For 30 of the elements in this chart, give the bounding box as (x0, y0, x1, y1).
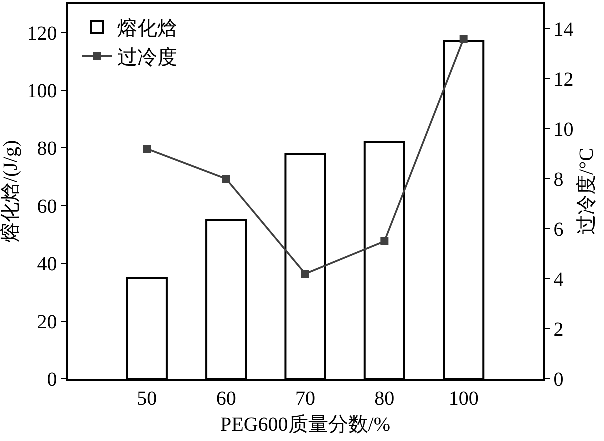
y-tick-label: 120 (27, 22, 58, 45)
x-tick-label: 50 (137, 388, 158, 410)
point (222, 175, 230, 183)
y2-axis-title: 过冷度/°C (576, 148, 598, 235)
y-axis-title: 熔化焓/(J/g) (0, 140, 22, 243)
y2-tick-label: 4 (554, 269, 564, 291)
y-tick-label: 0 (47, 369, 58, 391)
legend-label: 过冷度 (118, 47, 178, 70)
x-tick-label: 80 (374, 388, 395, 410)
x-tick-label: 100 (448, 388, 479, 410)
y-tick-label: 100 (27, 80, 58, 103)
y2-tick-label: 8 (554, 169, 564, 191)
y-tick-label: 60 (37, 196, 58, 218)
y2-tick-label: 2 (554, 319, 564, 341)
y-tick-label: 20 (37, 311, 58, 334)
x-axis-title: PEG600质量分数/% (220, 414, 390, 436)
point (143, 145, 152, 153)
y2-tick-label: 6 (554, 219, 564, 241)
y-tick-label: 80 (37, 138, 58, 160)
y2-tick-label: 12 (554, 69, 574, 91)
x-tick-label: 70 (296, 388, 316, 410)
legend-label: 熔化焓 (118, 18, 178, 40)
point (302, 270, 310, 278)
y2-tick-label: 14 (554, 19, 574, 41)
y-tick-label: 40 (37, 254, 58, 276)
x-tick-label: 60 (216, 388, 236, 410)
y2-tick-label: 0 (554, 369, 564, 391)
point (460, 35, 468, 43)
point (380, 238, 389, 246)
y2-tick-label: 10 (554, 119, 574, 141)
